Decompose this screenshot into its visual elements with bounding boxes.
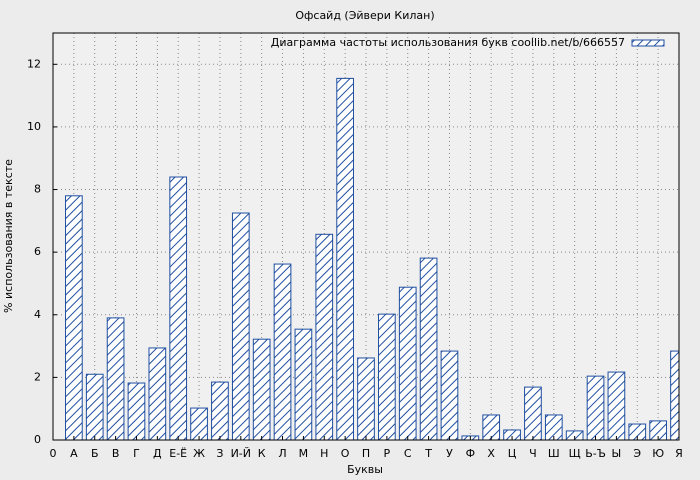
x-tick-label: С: [404, 447, 412, 460]
y-tick-label: 4: [34, 308, 41, 321]
bar: [440, 350, 459, 440]
x-tick-label: 0: [50, 447, 57, 460]
legend-swatch: [631, 39, 665, 47]
bar: [628, 423, 647, 440]
bar: [273, 263, 292, 440]
x-tick-label: Х: [487, 447, 495, 460]
x-tick-label: Л: [278, 447, 286, 460]
bar: [544, 414, 563, 440]
x-tick-label: Ч: [529, 447, 537, 460]
x-tick-label: Щ: [569, 447, 581, 460]
x-tick-label: Ж: [193, 447, 205, 460]
x-tick-label: Ф: [466, 447, 475, 460]
x-tick-label: Ы: [612, 447, 622, 460]
x-tick-label: Р: [384, 447, 391, 460]
x-tick-label: З: [216, 447, 223, 460]
bar: [148, 347, 167, 440]
bar: [398, 286, 417, 440]
x-tick-label: Т: [424, 447, 432, 460]
bar: [378, 313, 396, 440]
bar: [127, 382, 146, 440]
x-tick-label: К: [258, 447, 266, 460]
bar: [252, 338, 271, 440]
x-tick-label: Б: [91, 447, 99, 460]
y-tick-label: 6: [34, 245, 41, 258]
y-tick-label: 8: [34, 183, 41, 196]
x-tick-label: Ю: [652, 447, 664, 460]
bar: [315, 233, 334, 440]
bar: [482, 414, 501, 440]
bar: [190, 407, 208, 440]
y-tick-label: 10: [27, 120, 41, 133]
x-tick-label: Ь-Ъ: [585, 447, 606, 460]
y-tick-label: 2: [34, 370, 41, 383]
bar: [357, 357, 375, 440]
legend-label: Диаграмма частоты использования букв coo…: [271, 36, 625, 49]
bar: [336, 77, 354, 440]
x-tick-label: В: [112, 447, 120, 460]
x-tick-label: И-Й: [231, 447, 251, 460]
x-tick-label: О: [341, 447, 350, 460]
bar: [649, 420, 667, 440]
bar: [586, 375, 605, 440]
bar: [607, 371, 626, 440]
bar: [294, 328, 313, 440]
x-tick-label: Э: [633, 447, 641, 460]
x-tick-label: У: [446, 447, 453, 460]
x-axis-label: Буквы: [347, 463, 383, 476]
x-tick-label: Д: [153, 447, 162, 460]
bar: [565, 430, 584, 440]
bar: [419, 257, 438, 440]
bar: [211, 381, 229, 440]
bar: [106, 317, 125, 440]
bar: [524, 386, 542, 440]
bar: [169, 176, 188, 440]
x-tick-label: М: [299, 447, 309, 460]
bar: [231, 212, 250, 440]
y-tick-label: 0: [34, 433, 41, 446]
x-tick-label: Ш: [548, 447, 560, 460]
x-tick-label: А: [70, 447, 78, 460]
x-tick-label: Г: [133, 447, 140, 460]
chart-title: Офсайд (Эйвери Килан): [295, 9, 434, 22]
x-tick-label: Я: [675, 447, 683, 460]
x-tick-label: Ц: [508, 447, 517, 460]
bar: [85, 373, 104, 440]
y-tick-label: 12: [27, 57, 41, 70]
bar: [65, 195, 83, 440]
y-axis-label: % использования в тексте: [2, 159, 15, 313]
x-tick-label: Н: [320, 447, 328, 460]
x-tick-label: Е-Ё: [169, 447, 187, 460]
x-tick-label: П: [362, 447, 370, 460]
